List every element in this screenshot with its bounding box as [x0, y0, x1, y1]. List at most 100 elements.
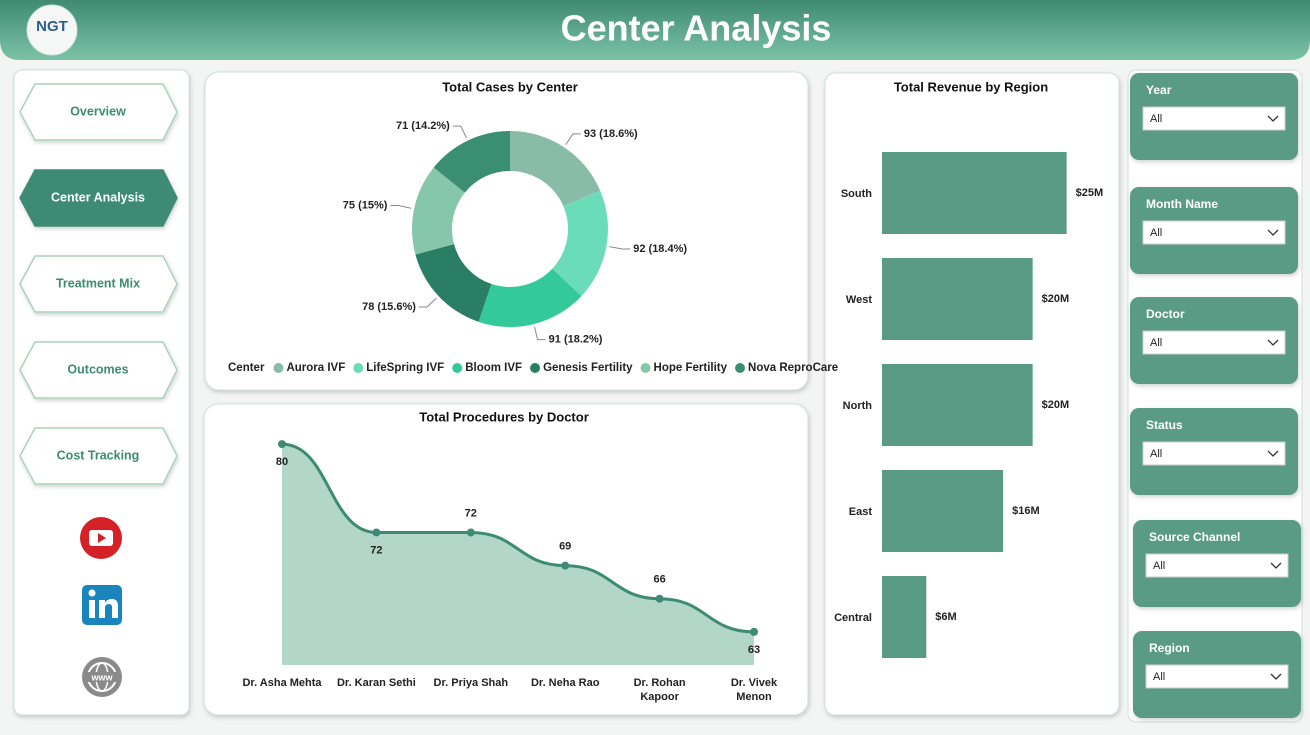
- y-tick-label: West: [846, 294, 872, 306]
- pie-slice: [510, 131, 601, 207]
- leader-line: [390, 205, 412, 209]
- chevron: [1267, 339, 1279, 346]
- data-label: 66: [653, 574, 665, 586]
- nav-button[interactable]: [19, 255, 178, 313]
- data-label: $20M: [1042, 293, 1070, 305]
- pie-slice: [433, 131, 510, 193]
- bar: [882, 364, 1033, 446]
- data-label: 71 (14.2%): [396, 120, 450, 132]
- data-label: $25M: [1076, 187, 1104, 199]
- chart-title: Total Revenue by Region: [894, 79, 1048, 94]
- data-label: 75 (15%): [343, 199, 388, 211]
- filter-label: Source Channel: [1149, 530, 1240, 544]
- x-tick-label: Dr. Neha Rao: [530, 677, 600, 689]
- legend-swatch: [452, 363, 463, 373]
- nav-label: Center Analysis: [51, 190, 145, 204]
- dropdown[interactable]: [1142, 441, 1286, 466]
- chevron: [1270, 562, 1282, 569]
- y-tick-label: Central: [834, 612, 872, 624]
- leader-line: [565, 133, 581, 146]
- website-icon[interactable]: www: [82, 657, 122, 697]
- point: [561, 561, 570, 570]
- dropdown-value: All: [1150, 337, 1162, 349]
- legend-swatch: [273, 363, 284, 373]
- bar: [882, 258, 1033, 340]
- y-tick-label: South: [841, 188, 872, 200]
- data-label: $16M: [1012, 505, 1040, 517]
- nav-button[interactable]: [19, 83, 178, 141]
- legend-label: Hope Fertility: [654, 362, 728, 374]
- data-label: $20M: [1042, 399, 1070, 411]
- nav-button[interactable]: [19, 427, 178, 485]
- dropdown-value: All: [1150, 227, 1162, 239]
- bar: [882, 470, 1004, 552]
- leader-line: [609, 246, 631, 250]
- header-bar: [0, 0, 1310, 60]
- dropdown[interactable]: [1142, 330, 1286, 355]
- legend-title: Center: [228, 362, 265, 374]
- leader-line: [534, 326, 546, 341]
- legend-swatch: [353, 363, 364, 373]
- data-label: 91 (18.2%): [549, 334, 603, 346]
- dropdown[interactable]: [1145, 553, 1289, 578]
- data-label: 92 (18.4%): [633, 243, 687, 255]
- filter-label: Doctor: [1146, 307, 1185, 321]
- line: [281, 442, 755, 634]
- point: [372, 528, 381, 537]
- x-tick-label: Dr. Rohan Kapoor: [633, 677, 686, 703]
- point: [466, 528, 475, 537]
- nav-label: Outcomes: [67, 362, 128, 376]
- leader-line: [418, 297, 437, 308]
- legend-swatch: [735, 363, 746, 373]
- legend-label: Bloom IVF: [465, 362, 522, 374]
- nav-label: Cost Tracking: [57, 448, 140, 462]
- dropdown[interactable]: [1145, 664, 1289, 689]
- data-label: 78 (15.6%): [362, 301, 416, 313]
- filter-panel: [1127, 69, 1303, 723]
- data-label: 72: [370, 544, 382, 556]
- bar: [882, 152, 1067, 234]
- chevron: [1270, 673, 1282, 680]
- y-tick-label: North: [843, 400, 873, 412]
- nav-button[interactable]: [19, 341, 178, 399]
- logo-text: NGT: [36, 18, 68, 35]
- point: [655, 594, 664, 603]
- pie-slice: [412, 167, 465, 255]
- chevron: [1267, 450, 1279, 457]
- point: [750, 627, 758, 636]
- dropdown[interactable]: [1142, 220, 1286, 245]
- pie-slice: [415, 244, 492, 322]
- filter-label: Status: [1146, 418, 1183, 432]
- chevron: [1267, 229, 1279, 236]
- point: [278, 440, 286, 449]
- filter-label: Month Name: [1146, 197, 1218, 211]
- legend-label: LifeSpring IVF: [366, 362, 444, 374]
- x-tick-label: Dr. Vivek Menon: [730, 677, 778, 703]
- chart-title: Total Procedures by Doctor: [419, 409, 589, 424]
- x-tick-label: Dr. Asha Mehta: [242, 677, 322, 689]
- legend-label: Nova ReproCare: [748, 362, 838, 374]
- dropdown-value: All: [1153, 560, 1165, 572]
- dropdown[interactable]: [1142, 106, 1286, 131]
- svg-text:www: www: [90, 672, 113, 682]
- x-tick-label: Dr. Priya Shah: [433, 677, 509, 689]
- nav-label: Treatment Mix: [56, 276, 140, 290]
- bar: [882, 576, 927, 658]
- data-label: 93 (18.6%): [584, 128, 638, 140]
- data-label: 80: [276, 456, 288, 468]
- dropdown-value: All: [1153, 671, 1165, 683]
- legend-label: Genesis Fertility: [543, 362, 633, 374]
- linkedin-icon[interactable]: [82, 585, 122, 625]
- panel: [204, 71, 809, 391]
- chevron: [1267, 115, 1279, 122]
- filter-label: Year: [1146, 83, 1172, 97]
- nav-button[interactable]: [19, 169, 178, 227]
- page-title: Center Analysis: [561, 8, 832, 49]
- nav-label: Overview: [70, 104, 126, 118]
- youtube-icon[interactable]: [80, 517, 122, 559]
- leader-line: [452, 125, 467, 139]
- x-tick-label: Dr. Karan Sethi: [336, 677, 416, 689]
- y-tick-label: East: [849, 506, 873, 518]
